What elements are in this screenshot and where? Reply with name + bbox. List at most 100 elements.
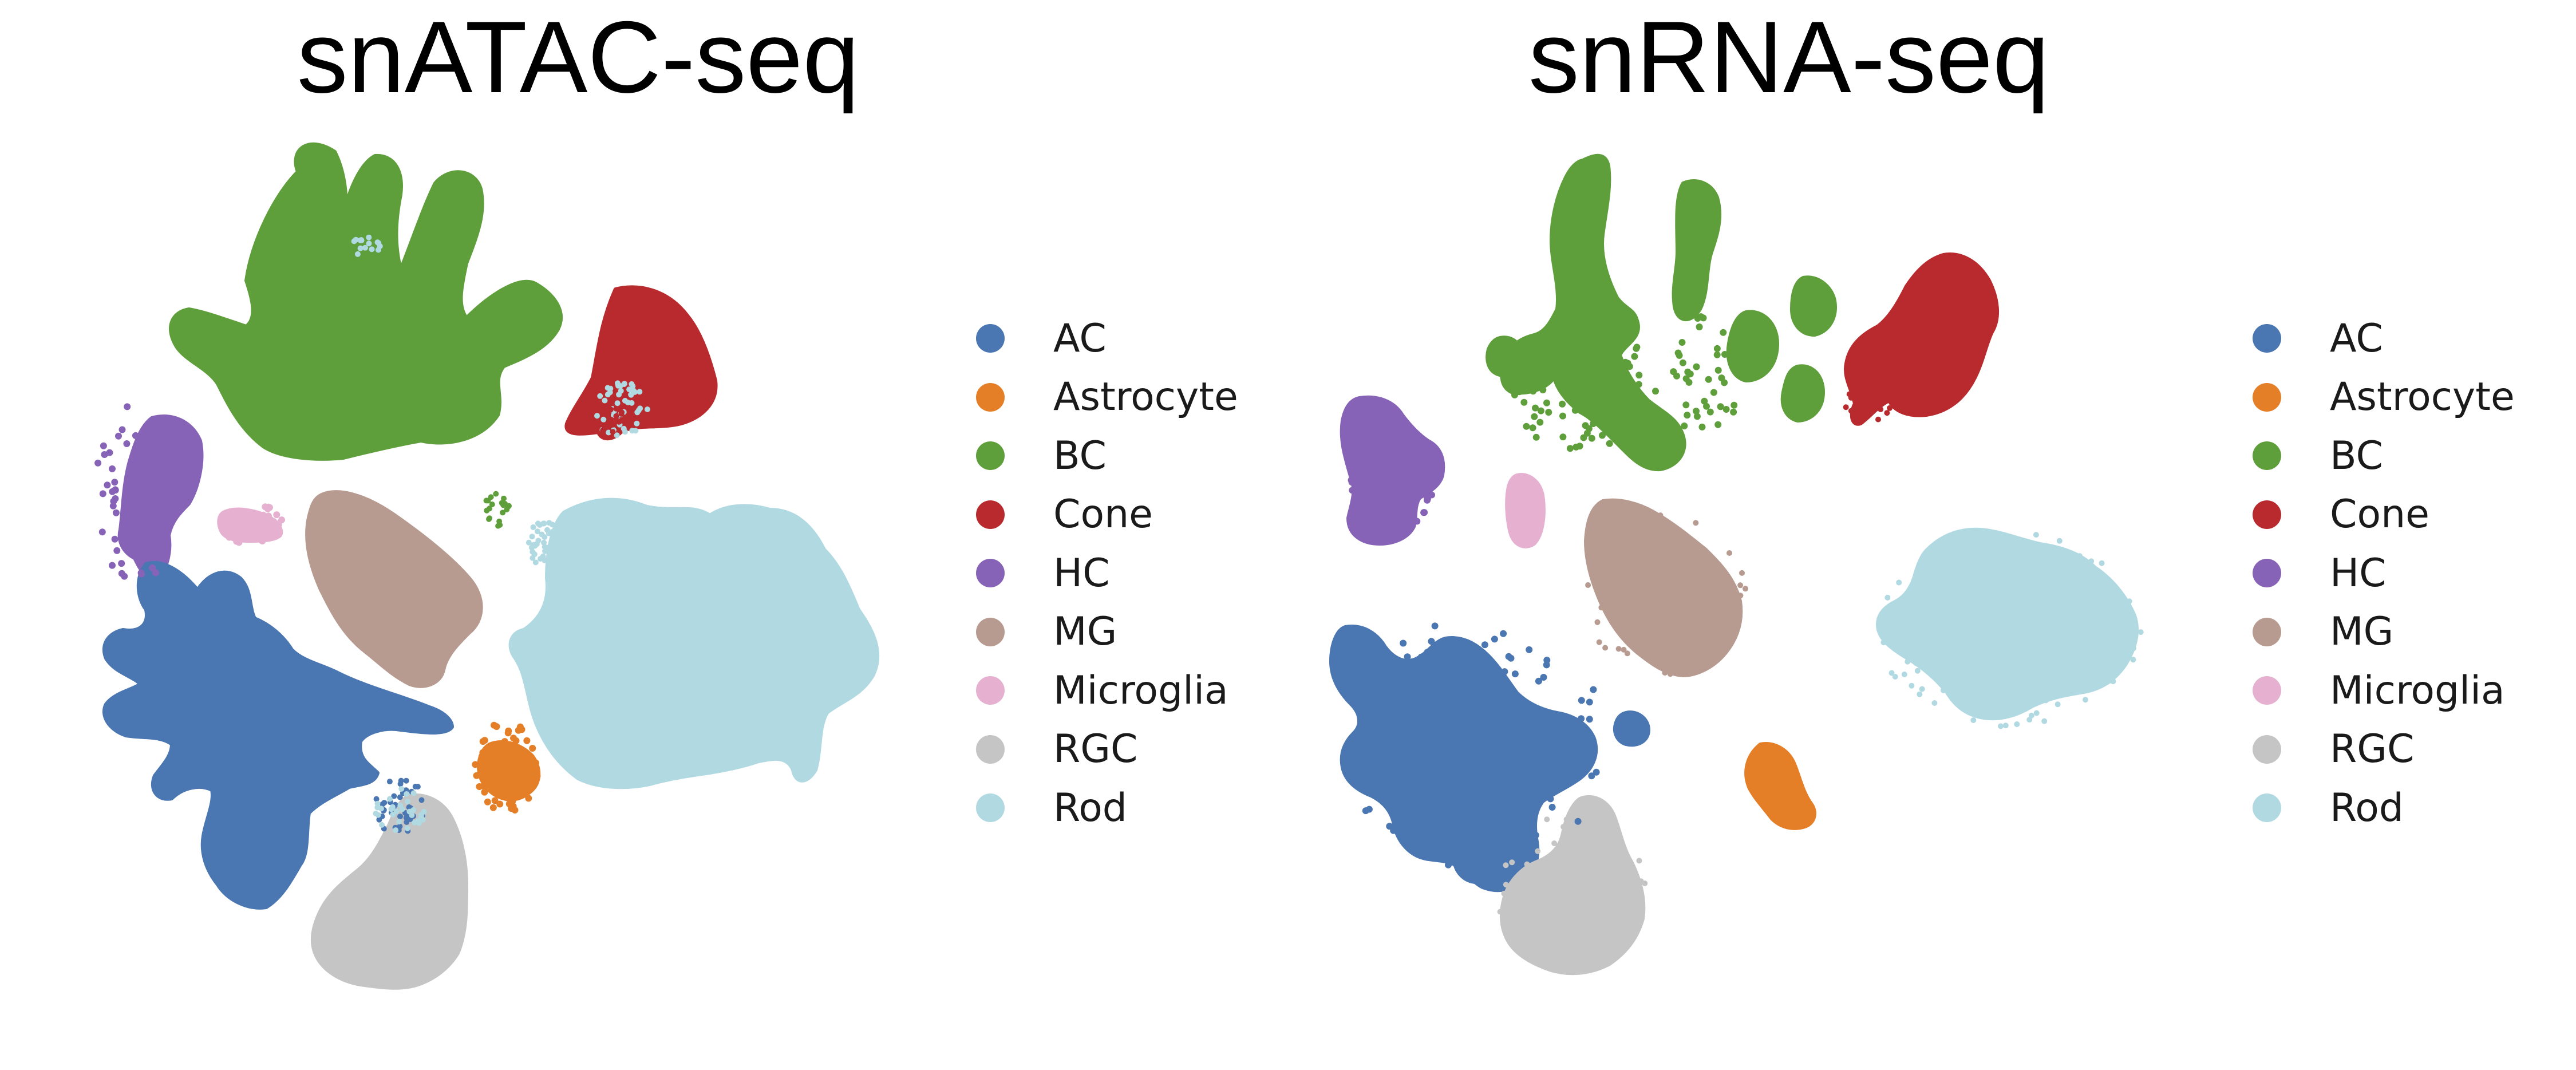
point-rod — [1967, 547, 1974, 554]
point-rod — [1954, 564, 1960, 571]
point-rod — [2051, 647, 2057, 653]
point-hc — [148, 440, 155, 447]
point-mg — [1602, 645, 1609, 651]
point-rod — [2086, 664, 2092, 670]
point-bc — [1674, 349, 1682, 357]
point-hc — [1402, 477, 1410, 485]
point-ac — [1374, 739, 1381, 746]
point-rod — [1982, 533, 1989, 539]
point-mg — [1677, 630, 1683, 636]
point-rod — [1892, 674, 1898, 680]
point-ac — [1420, 761, 1428, 769]
point-mg — [1715, 637, 1721, 643]
point-mg — [1684, 552, 1690, 559]
point-mg — [1631, 556, 1637, 563]
point-rod — [2091, 680, 2097, 686]
point-bc — [1714, 366, 1722, 374]
point-rod — [2055, 701, 2061, 708]
point-ac — [1501, 668, 1508, 676]
point-rod — [2086, 682, 2092, 689]
point-rgc — [1501, 890, 1507, 897]
point-rod — [1950, 602, 1956, 608]
point-mg — [1649, 555, 1655, 561]
point-rod — [551, 540, 557, 546]
point-rod — [1880, 639, 1887, 646]
point-ac — [1498, 857, 1505, 864]
point-bc — [1537, 407, 1544, 414]
point-hc — [1402, 505, 1409, 512]
point-rod — [2041, 718, 2048, 724]
legend-marker — [976, 676, 1005, 705]
point-astrocyte — [509, 748, 516, 755]
point-rod — [397, 803, 404, 808]
point-ac — [1578, 715, 1585, 722]
point-rod — [1913, 621, 1919, 627]
point-rod — [526, 539, 532, 546]
point-rgc — [1551, 840, 1558, 846]
point-rod — [2021, 552, 2028, 558]
point-rod — [614, 380, 621, 386]
point-bc — [484, 507, 490, 514]
point-bc — [1720, 329, 1727, 336]
point-mg — [1651, 562, 1657, 568]
point-rod — [2033, 574, 2039, 579]
point-bc — [1571, 406, 1579, 414]
point-rgc — [1615, 839, 1622, 846]
point-hc — [1398, 490, 1406, 498]
point-bc — [1531, 413, 1538, 420]
point-ac — [1366, 689, 1374, 696]
point-ac — [403, 777, 409, 784]
point-mg — [1739, 570, 1745, 576]
point-rod — [2098, 641, 2104, 647]
point-rod — [1924, 595, 1930, 602]
point-bc — [1613, 418, 1620, 425]
point-rod — [2031, 613, 2037, 619]
legend-item-microglia: Microglia — [976, 661, 1238, 720]
point-rgc — [1636, 858, 1642, 864]
point-rgc — [1566, 955, 1572, 961]
point-rod — [1997, 605, 2004, 611]
point-rod — [379, 822, 385, 828]
point-bc — [501, 495, 507, 502]
point-cone — [610, 429, 616, 435]
point-bc — [1587, 384, 1594, 391]
point-bc — [1590, 357, 1597, 364]
point-hc — [101, 451, 108, 458]
point-rod — [2108, 678, 2115, 684]
point-ac — [1547, 795, 1554, 803]
point-hc — [140, 495, 147, 503]
point-cone — [1863, 393, 1870, 399]
point-hc — [132, 448, 139, 456]
point-bc — [1601, 359, 1609, 366]
point-rod — [2027, 699, 2033, 705]
point-bc — [1585, 425, 1593, 432]
point-bc — [1684, 412, 1691, 419]
point-cone — [1884, 410, 1890, 416]
point-hc — [1358, 485, 1366, 493]
legend-marker — [976, 500, 1005, 529]
point-hc — [150, 526, 157, 533]
point-hc — [147, 535, 154, 542]
cluster-bc — [1672, 179, 1722, 322]
point-ac — [1488, 745, 1495, 752]
point-microglia — [232, 532, 239, 539]
point-rgc — [1593, 867, 1599, 874]
point-rgc — [1564, 856, 1571, 862]
point-rod — [2046, 666, 2052, 672]
legend-item-cone: Cone — [2253, 485, 2515, 544]
point-rod — [1998, 723, 2004, 729]
point-hc — [137, 489, 144, 496]
point-bc — [1500, 377, 1508, 385]
point-rod — [530, 548, 536, 555]
point-rod — [1963, 684, 1970, 690]
point-rgc — [1544, 816, 1550, 823]
point-rod — [386, 796, 393, 802]
point-bc — [1670, 368, 1677, 376]
point-bc — [1635, 381, 1642, 388]
point-astrocyte — [525, 795, 532, 802]
point-ac — [1490, 843, 1497, 850]
point-rgc — [1605, 884, 1611, 890]
point-ac — [1520, 825, 1528, 832]
point-rod — [2056, 636, 2062, 642]
point-rod — [1989, 646, 1995, 652]
